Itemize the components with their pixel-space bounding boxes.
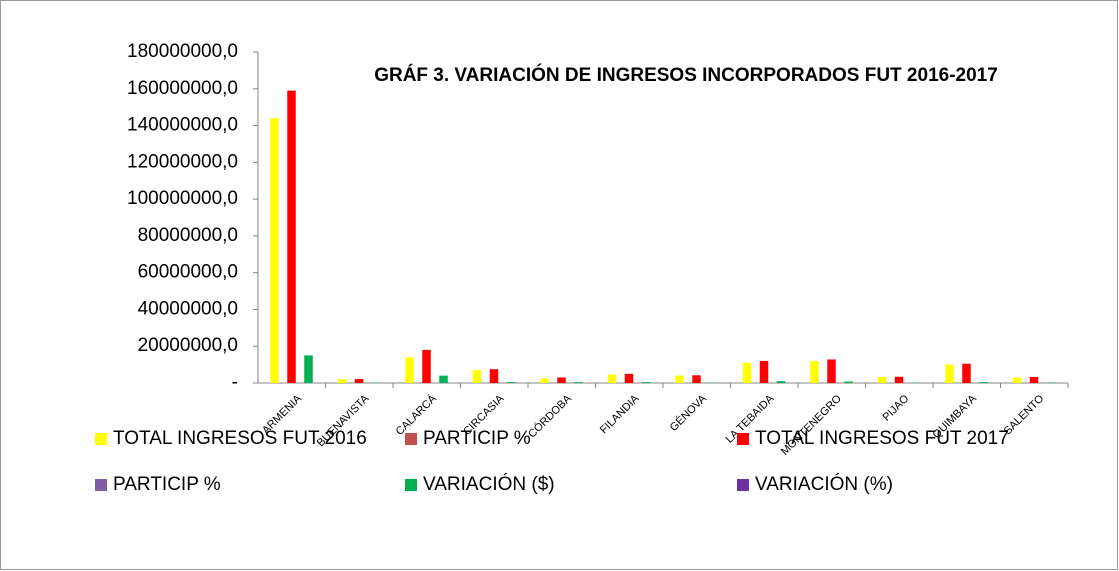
bar: [844, 381, 853, 383]
bar: [624, 373, 634, 383]
bar: [405, 357, 414, 383]
bar: [1046, 382, 1056, 383]
bar: [1012, 377, 1022, 383]
bar: [489, 369, 499, 383]
y-tick-label: 140000000,0: [127, 115, 238, 136]
y-tick-label: 60000000,0: [138, 262, 238, 283]
bar: [675, 375, 684, 383]
bar: [439, 375, 448, 383]
bar: [759, 360, 769, 383]
legend-swatch: [405, 479, 417, 491]
legend-label: VARIACIÓN ($): [423, 473, 555, 495]
bar: [962, 363, 971, 383]
legend-swatch: [95, 479, 107, 491]
bar: [877, 377, 887, 383]
bar: [422, 349, 431, 383]
y-tick-label: 40000000,0: [138, 298, 238, 319]
y-tick-label: 100000000,0: [127, 188, 238, 209]
y-tick-label: 20000000,0: [138, 335, 238, 356]
legend-label: TOTAL INGRESOS FUT 2016: [113, 428, 367, 449]
bar: [506, 382, 516, 383]
y-tick-label: 180000000,0: [127, 41, 238, 62]
bar: [945, 364, 954, 383]
bar: [287, 90, 296, 383]
bar: [827, 359, 836, 383]
bar: [641, 382, 651, 383]
bar: [742, 362, 752, 383]
bar: [979, 382, 988, 383]
y-tick-label: -: [232, 372, 238, 393]
bar: [776, 381, 786, 383]
bar: [894, 376, 904, 383]
bar: [607, 374, 617, 383]
bar: [270, 118, 279, 383]
y-tick-label: 80000000,0: [138, 225, 238, 246]
bar: [574, 382, 583, 383]
legend-swatch: [405, 433, 417, 445]
legend-label: TOTAL INGRESOS FUT 2017: [755, 428, 1009, 449]
bar: [472, 370, 482, 383]
chart-title: GRÁF 3. VARIACIÓN DE INGRESOS INCORPORAD…: [374, 64, 998, 86]
bar: [337, 379, 347, 383]
legend-swatch: [737, 479, 749, 491]
bar: [540, 378, 549, 383]
bar: [810, 360, 819, 383]
y-tick-label: 120000000,0: [127, 151, 238, 172]
legend-swatch: [95, 433, 107, 445]
bar: [557, 377, 566, 383]
y-tick-label: 160000000,0: [127, 78, 238, 99]
legend-swatch: [737, 433, 749, 445]
bar: [304, 355, 313, 383]
bar: [354, 378, 364, 383]
bar: [692, 375, 701, 383]
legend-label: VARIACIÓN (%): [755, 473, 893, 495]
bar: [1029, 376, 1039, 383]
legend-label: PARTICIP %: [113, 474, 221, 495]
legend-label: PARTICIP %: [423, 428, 531, 449]
